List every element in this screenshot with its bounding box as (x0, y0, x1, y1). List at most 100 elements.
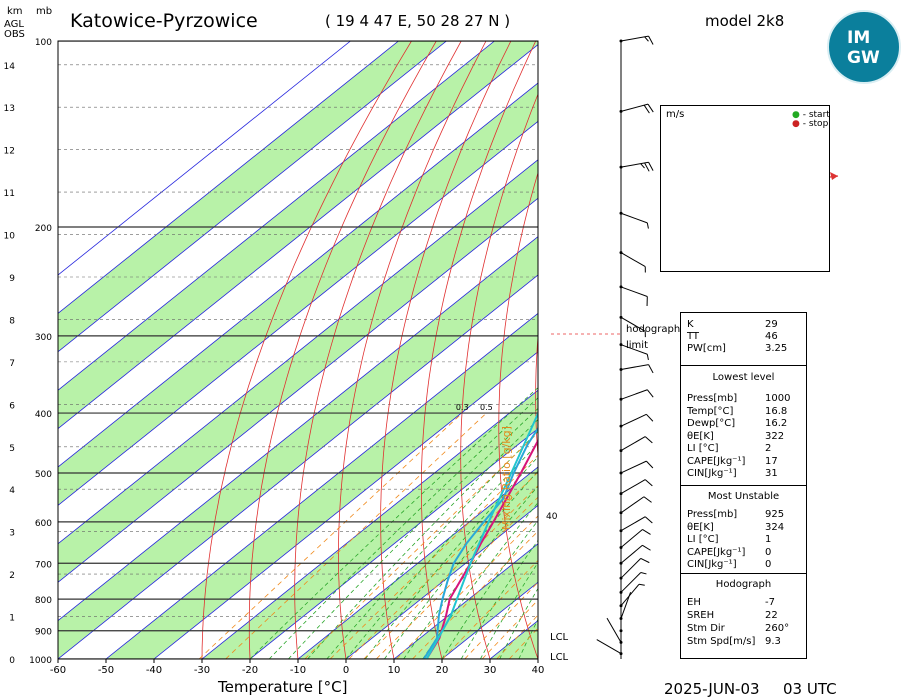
dry-adiabat (824, 41, 910, 672)
height-tick-label: 1 (9, 614, 15, 624)
temperature-profile (425, 438, 538, 659)
index-name: θE[K] (687, 430, 714, 442)
isotherm-line (58, 120, 538, 506)
isotherm-line (393, 543, 538, 659)
logo-text-bottom: GW (847, 48, 880, 68)
dry-adiabat (201, 41, 412, 659)
wind-barb (620, 572, 647, 593)
height-tick-label: 10 (4, 232, 16, 242)
index-name: CAPE[Jkg⁻¹] (687, 455, 746, 467)
height-tick-label: 12 (4, 147, 15, 157)
indices-panel: K 29 TT 46 PW[cm] 3.25 Lowest level Press[mb]… (680, 312, 807, 659)
height-tick-label: 7 (9, 359, 15, 369)
index-name: CIN[Jkg⁻¹] (687, 468, 737, 479)
wind-barb (620, 583, 645, 607)
wind-barb (620, 592, 632, 619)
height-tick-label: 8 (9, 316, 15, 326)
moist-adiabat (345, 443, 538, 659)
isotherm-line (249, 428, 538, 659)
isotherm-line (58, 44, 538, 430)
moist-adiabat (518, 618, 538, 659)
index-name: CAPE[Jkg⁻¹] (687, 546, 746, 558)
dry-adiabat (571, 41, 640, 672)
plot-area (58, 41, 910, 672)
wind-barb (620, 103, 654, 114)
x-tick-label: -50 (98, 665, 114, 676)
index-name: Temp[°C] (687, 405, 734, 417)
index-name: LI [°C] (687, 534, 719, 545)
index-value: 46 (765, 331, 778, 342)
index-name: CIN[Jkg⁻¹] (687, 559, 737, 570)
index-value: 22 (765, 610, 778, 621)
obs-label: OBS (4, 29, 25, 40)
storm-motion-arrowhead (830, 172, 838, 180)
wind-barb (620, 529, 651, 548)
wind-barb (620, 460, 654, 474)
wind-barb (620, 516, 653, 532)
hodograph-panel: m/s ● - start ● - stop (660, 105, 830, 272)
height-tick-label: 11 (4, 189, 15, 199)
index-value: 1 (765, 534, 772, 545)
isotherm-line (153, 351, 538, 659)
dry-adiabat (535, 331, 538, 461)
wind-barb (620, 252, 646, 273)
height-tick-label: 13 (4, 104, 15, 114)
dry-adiabat (338, 41, 487, 659)
x-axis-title: Temperature [°C] (218, 678, 348, 696)
dewpoint-profile (422, 426, 538, 659)
index-name: θE[K] (687, 521, 714, 533)
height-tick-label: 14 (4, 62, 16, 72)
dry-adiabat (380, 41, 512, 659)
lcl-label: LCL (550, 652, 569, 663)
x-tick-label: -40 (146, 665, 162, 676)
mixing-ratio-tick: 0.3 (456, 403, 469, 412)
pressure-tick-label: 300 (35, 333, 52, 343)
height-tick-label: 5 (9, 444, 15, 454)
isotherm-line (297, 466, 538, 659)
x-tick-label: 10 (388, 665, 401, 676)
wind-barb (596, 639, 622, 655)
lowest-level-title: Lowest level (712, 372, 775, 383)
index-name: PW[cm] (687, 343, 726, 354)
pressure-tick-label: 900 (35, 628, 52, 638)
wind-barb (620, 286, 648, 307)
mixing-ratio-tick: 0.5 (480, 403, 493, 412)
height-tick-label: 6 (9, 401, 15, 411)
index-value: 2 (765, 443, 772, 454)
wind-barb (620, 212, 649, 229)
x-tick-label: 20 (436, 665, 449, 676)
isotherm-line (58, 197, 538, 583)
moist-adiabat (460, 539, 538, 659)
station-coordinates: ( 19 4 47 E, 50 28 27 N ) (325, 12, 511, 30)
isotherm-line (58, 236, 538, 622)
isotherm-line (58, 82, 538, 468)
wind-barb (620, 413, 654, 427)
index-value: 1000 (765, 393, 791, 404)
pressure-tick-label: 800 (35, 596, 52, 606)
isotherm-line (58, 41, 495, 391)
index-value: 322 (765, 430, 785, 442)
hodograph-indices-title: Hodograph (715, 579, 772, 590)
index-name: Press[mb] (687, 393, 738, 404)
hodograph-legend-start: ● - start (792, 110, 830, 120)
index-value: 17 (765, 455, 778, 467)
hodograph-unit: m/s (666, 109, 685, 120)
isotherm-line (58, 274, 538, 659)
index-value: 16.2 (765, 418, 788, 429)
km-axis-label: km (7, 6, 23, 17)
index-value: 31 (765, 468, 778, 479)
index-value: 260° (765, 623, 790, 634)
isotherm-line (58, 41, 399, 314)
height-tick-label: 4 (9, 486, 15, 496)
wind-barb (620, 479, 653, 495)
lcl-label: LCL (550, 632, 569, 643)
pressure-tick-label: 1000 (29, 656, 52, 666)
index-value: 3.25 (765, 343, 788, 354)
pressure-tick-label: 100 (35, 38, 52, 48)
logo-text-top: IM (847, 28, 871, 48)
x-tick-label: -60 (50, 665, 66, 676)
station-title: Katowice-Pyrzowice (70, 10, 258, 32)
index-name: LI [°C] (687, 443, 719, 454)
index-value: 16.8 (765, 405, 788, 417)
wind-barb (620, 35, 654, 45)
